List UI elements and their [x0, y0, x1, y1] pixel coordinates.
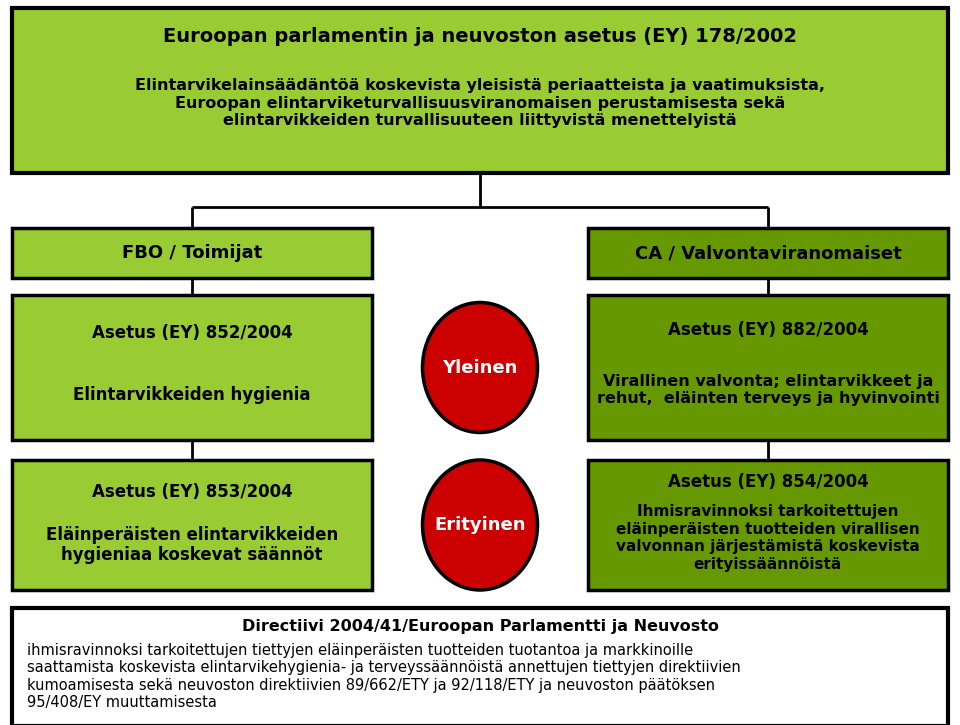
- Text: Asetus (EY) 882/2004: Asetus (EY) 882/2004: [667, 321, 869, 339]
- Text: Virallinen valvonta; elintarvikkeet ja
rehut,  eläinten terveys ja hyvinvointi: Virallinen valvonta; elintarvikkeet ja r…: [596, 374, 940, 406]
- Text: CA / Valvontaviranomaiset: CA / Valvontaviranomaiset: [635, 244, 901, 262]
- Text: Yleinen: Yleinen: [443, 358, 517, 376]
- Text: Elintarvikelainsäädäntöä koskevista yleisistä periaatteista ja vaatimuksista,
Eu: Elintarvikelainsäädäntöä koskevista ylei…: [135, 78, 825, 128]
- FancyBboxPatch shape: [12, 295, 372, 440]
- Text: Asetus (EY) 854/2004: Asetus (EY) 854/2004: [667, 473, 869, 491]
- Text: Eläinperäisten elintarvikkeiden
hygieniaa koskevat säännöt: Eläinperäisten elintarvikkeiden hygienia…: [46, 526, 338, 564]
- FancyBboxPatch shape: [588, 228, 948, 278]
- Ellipse shape: [422, 460, 538, 590]
- FancyBboxPatch shape: [588, 295, 948, 440]
- Text: FBO / Toimijat: FBO / Toimijat: [122, 244, 262, 262]
- Text: Asetus (EY) 852/2004: Asetus (EY) 852/2004: [91, 324, 293, 342]
- Text: Ihmisravinnoksi tarkoitettujen
eläinperäisten tuotteiden virallisen
valvonnan jä: Ihmisravinnoksi tarkoitettujen eläinperä…: [616, 505, 920, 571]
- Ellipse shape: [422, 302, 538, 433]
- FancyBboxPatch shape: [12, 8, 948, 173]
- Text: ihmisravinnoksi tarkoitettujen tiettyjen eläinperäisten tuotteiden tuotantoa ja : ihmisravinnoksi tarkoitettujen tiettyjen…: [27, 643, 741, 710]
- Text: Asetus (EY) 853/2004: Asetus (EY) 853/2004: [91, 483, 293, 501]
- FancyBboxPatch shape: [12, 228, 372, 278]
- Text: Elintarvikkeiden hygienia: Elintarvikkeiden hygienia: [73, 386, 311, 404]
- FancyBboxPatch shape: [588, 460, 948, 590]
- FancyBboxPatch shape: [12, 608, 948, 725]
- Text: Directiivi 2004/41/Euroopan Parlamentti ja Neuvosto: Directiivi 2004/41/Euroopan Parlamentti …: [242, 618, 718, 634]
- Text: Erityinen: Erityinen: [434, 516, 526, 534]
- Text: Euroopan parlamentin ja neuvoston asetus (EY) 178/2002: Euroopan parlamentin ja neuvoston asetus…: [163, 27, 797, 46]
- FancyBboxPatch shape: [12, 460, 372, 590]
